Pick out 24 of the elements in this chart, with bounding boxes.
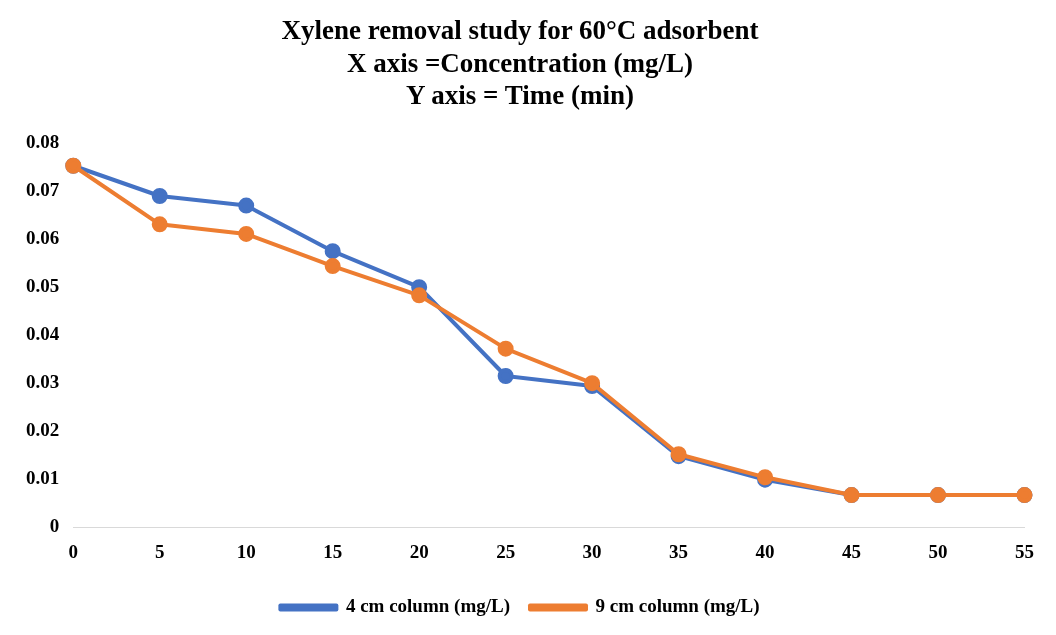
y-tick-label: 0.05 <box>26 275 60 297</box>
x-tick-label: 40 <box>755 540 775 562</box>
x-tick-label: 5 <box>154 540 165 562</box>
x-tick-label: 0 <box>68 540 78 562</box>
y-tick-label: 0.04 <box>26 323 60 345</box>
x-tick-label: 25 <box>496 540 516 562</box>
y-tick-label: 0.06 <box>26 227 60 249</box>
y-tick-label: 0.08 <box>26 131 60 153</box>
x-tick-label: 45 <box>842 540 862 562</box>
y-tick-label: 0.07 <box>26 179 60 201</box>
x-tick-label: 10 <box>236 540 256 562</box>
x-tick-label: 55 <box>1015 540 1034 562</box>
y-tick-label: 0.01 <box>26 467 60 489</box>
y-tick-label: 0.03 <box>26 371 60 393</box>
legend-label: 4 cm column (mg/L) <box>345 595 511 618</box>
y-tick-label: 0 <box>49 515 60 537</box>
x-tick-label: 30 <box>582 540 602 562</box>
x-tick-label: 50 <box>928 540 948 562</box>
chart-title: Xylene removal study for 60°C adsorbent X axis =Concentration (mg/L) Y axis = Time (min) <box>281 15 759 110</box>
x-tick-label: 20 <box>409 540 429 562</box>
x-tick-label: 15 <box>323 540 343 562</box>
x-tick-label: 35 <box>669 540 689 562</box>
legend-label: 9 cm column (mg/L) <box>595 595 760 618</box>
y-tick-label: 0.02 <box>26 419 60 441</box>
